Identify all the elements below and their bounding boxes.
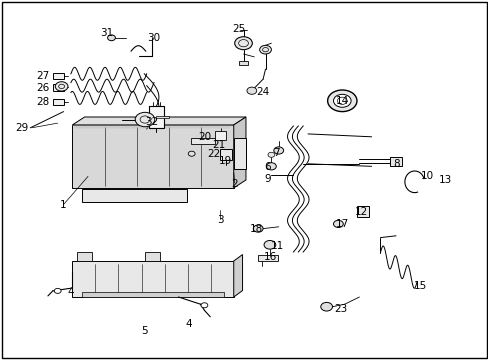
Text: 30: 30 [147, 33, 160, 43]
Text: 15: 15 [413, 281, 427, 291]
Polygon shape [72, 125, 233, 188]
Circle shape [107, 35, 115, 41]
Bar [238, 61, 248, 65]
Polygon shape [233, 117, 245, 188]
Polygon shape [82, 292, 224, 297]
Text: 11: 11 [270, 240, 284, 251]
Text: 26: 26 [36, 83, 50, 93]
Bar [190, 138, 215, 144]
Circle shape [188, 151, 195, 156]
Circle shape [327, 90, 356, 112]
Circle shape [266, 163, 276, 170]
Bar [53, 73, 63, 79]
Text: 19: 19 [218, 156, 231, 166]
Text: 4: 4 [67, 287, 74, 297]
Circle shape [234, 37, 252, 50]
Circle shape [267, 152, 274, 157]
Text: 12: 12 [354, 207, 368, 217]
Bar [53, 99, 63, 105]
Bar [82, 189, 186, 202]
Text: 16: 16 [263, 252, 277, 262]
Text: 21: 21 [212, 140, 225, 150]
Text: 22: 22 [207, 149, 221, 159]
Circle shape [54, 288, 61, 293]
Circle shape [201, 303, 207, 308]
Bar [389, 157, 402, 166]
Text: 8: 8 [392, 159, 399, 169]
Text: 5: 5 [141, 326, 147, 336]
Bar [156, 116, 168, 118]
Polygon shape [72, 125, 233, 129]
Circle shape [253, 225, 263, 232]
Circle shape [246, 87, 256, 94]
Text: 6: 6 [264, 162, 271, 172]
Circle shape [259, 45, 271, 54]
Polygon shape [144, 252, 159, 261]
Circle shape [273, 147, 283, 154]
Text: 13: 13 [437, 175, 451, 185]
Text: 9: 9 [264, 174, 271, 184]
Text: 14: 14 [335, 96, 348, 106]
Text: 27: 27 [36, 71, 50, 81]
Circle shape [264, 240, 275, 249]
Polygon shape [233, 255, 242, 297]
Text: 17: 17 [335, 219, 348, 229]
Bar [215, 131, 225, 140]
Text: 1: 1 [60, 200, 67, 210]
Text: 25: 25 [231, 24, 245, 34]
Polygon shape [77, 252, 92, 261]
Text: 32: 32 [144, 117, 158, 127]
Text: 2: 2 [231, 179, 238, 189]
Circle shape [55, 82, 68, 91]
Bar [149, 106, 163, 128]
Circle shape [333, 94, 350, 107]
Text: 4: 4 [184, 319, 191, 329]
Text: 18: 18 [249, 224, 263, 234]
Polygon shape [72, 117, 245, 125]
Bar [53, 84, 63, 91]
Text: 28: 28 [36, 96, 50, 107]
Text: 24: 24 [256, 87, 269, 97]
Bar [356, 206, 368, 217]
Text: 7: 7 [272, 148, 279, 158]
Polygon shape [72, 261, 233, 297]
Bar [258, 255, 277, 261]
Bar [233, 138, 245, 169]
Text: 29: 29 [15, 123, 29, 133]
Circle shape [320, 302, 332, 311]
Text: 31: 31 [100, 28, 113, 38]
Text: 20: 20 [198, 132, 210, 142]
Text: 3: 3 [216, 215, 223, 225]
Text: 23: 23 [334, 304, 347, 314]
Circle shape [135, 112, 155, 127]
Bar [220, 149, 232, 160]
Text: 10: 10 [421, 171, 433, 181]
Circle shape [333, 220, 343, 228]
